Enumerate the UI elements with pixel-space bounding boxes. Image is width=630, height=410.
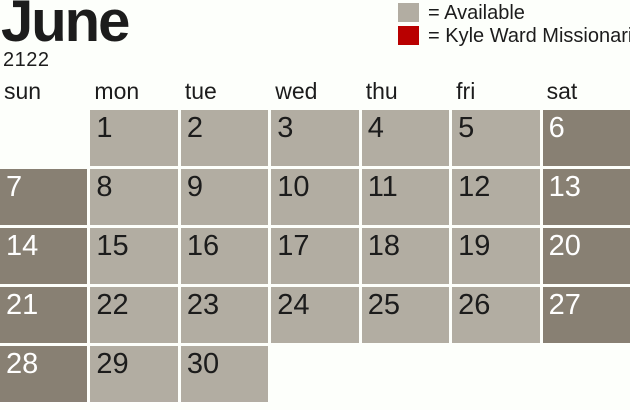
day-cell-11[interactable]: 11 bbox=[361, 169, 450, 225]
day-cell-26[interactable]: 26 bbox=[452, 287, 540, 343]
day-cell-8[interactable]: 8 bbox=[90, 169, 178, 225]
day-cell-20[interactable]: 20 bbox=[542, 228, 630, 284]
day-cell-10[interactable]: 10 bbox=[271, 169, 359, 225]
day-cell-29[interactable]: 29 bbox=[90, 346, 178, 402]
day-cell-23[interactable]: 23 bbox=[180, 287, 269, 343]
day-header-sat: sat bbox=[546, 78, 578, 104]
empty-cell bbox=[362, 346, 449, 402]
day-cell-28[interactable]: 28 bbox=[0, 346, 88, 402]
day-cell-22[interactable]: 22 bbox=[90, 287, 178, 343]
day-header-row: sun mon tue wed thu fri sat bbox=[0, 78, 630, 104]
day-cell-14[interactable]: 14 bbox=[0, 228, 88, 284]
day-cell-5[interactable]: 5 bbox=[452, 110, 540, 166]
day-cell-21[interactable]: 21 bbox=[0, 287, 88, 343]
day-cell-30[interactable]: 30 bbox=[180, 346, 269, 402]
legend-item: = Available bbox=[398, 1, 630, 24]
day-cell-1[interactable]: 1 bbox=[90, 110, 178, 166]
legend-label: = Available bbox=[428, 1, 525, 24]
day-cell-9[interactable]: 9 bbox=[180, 169, 269, 225]
month-title: June bbox=[1, 0, 130, 54]
calendar-grid: 1 2 3 4 5 6 7 8 9 10 11 12 13 14 15 16 17 18 19 20 21 22 23 24 2… bbox=[0, 110, 630, 402]
day-cell-17[interactable]: 17 bbox=[271, 228, 359, 284]
day-header-mon: mon bbox=[94, 78, 140, 104]
empty-cell bbox=[452, 346, 539, 402]
day-cell-7[interactable]: 7 bbox=[0, 169, 88, 225]
legend-label: = Kyle Ward Missionari bbox=[428, 24, 630, 47]
day-cell-27[interactable]: 27 bbox=[542, 287, 630, 343]
empty-cell bbox=[0, 110, 87, 166]
day-cell-18[interactable]: 18 bbox=[361, 228, 450, 284]
available-swatch-icon bbox=[398, 3, 419, 22]
empty-cell bbox=[543, 346, 630, 402]
day-cell-25[interactable]: 25 bbox=[361, 287, 450, 343]
day-header-sun: sun bbox=[4, 78, 42, 104]
day-cell-4[interactable]: 4 bbox=[361, 110, 450, 166]
day-cell-2[interactable]: 2 bbox=[180, 110, 269, 166]
day-cell-3[interactable]: 3 bbox=[271, 110, 359, 166]
kyle-ward-swatch-icon bbox=[398, 26, 419, 45]
day-cell-12[interactable]: 12 bbox=[452, 169, 540, 225]
day-cell-19[interactable]: 19 bbox=[452, 228, 540, 284]
day-cell-16[interactable]: 16 bbox=[180, 228, 269, 284]
day-cell-24[interactable]: 24 bbox=[271, 287, 359, 343]
empty-cell bbox=[271, 346, 358, 402]
legend: = Available = Kyle Ward Missionari bbox=[398, 3, 630, 49]
day-cell-6[interactable]: 6 bbox=[542, 110, 630, 166]
day-header-fri: fri bbox=[456, 78, 476, 104]
day-cell-15[interactable]: 15 bbox=[90, 228, 178, 284]
legend-item: = Kyle Ward Missionari bbox=[398, 24, 630, 47]
day-header-tue: tue bbox=[184, 78, 217, 104]
day-cell-13[interactable]: 13 bbox=[542, 169, 630, 225]
day-header-thu: thu bbox=[365, 78, 398, 104]
year-label: 2122 bbox=[3, 49, 50, 71]
day-header-wed: wed bbox=[275, 78, 318, 104]
